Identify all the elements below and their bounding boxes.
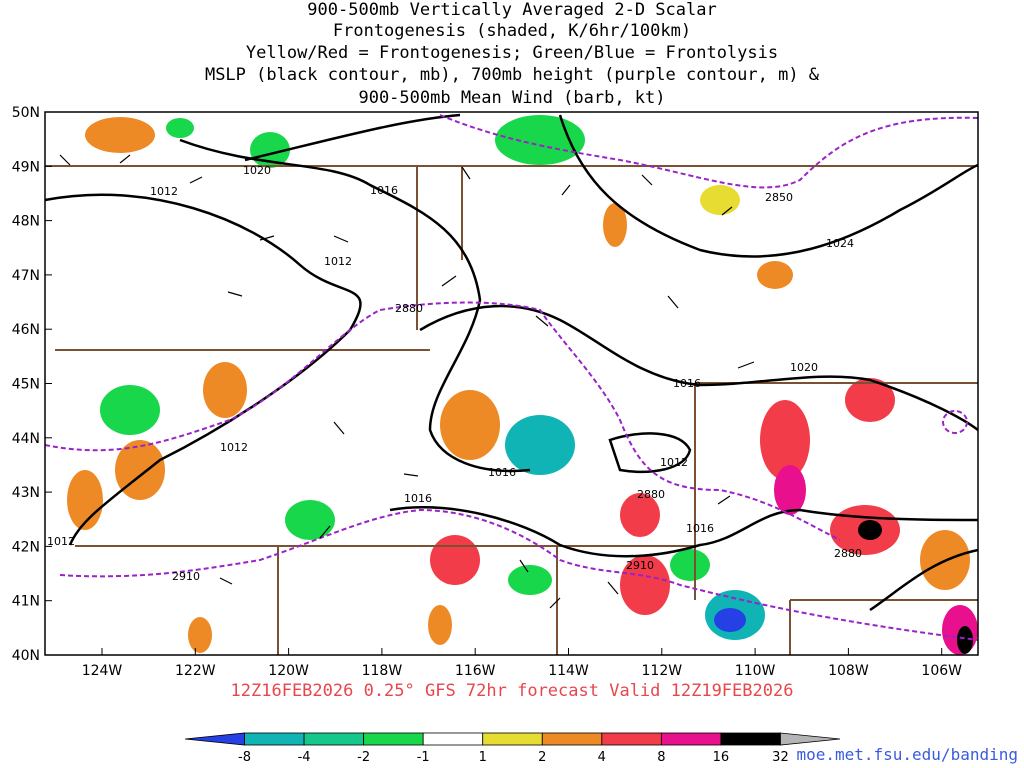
run-info: 12Z16FEB2026 0.25° GFS 72hr forecast Val…: [230, 681, 794, 701]
latitude-label: 46N: [12, 322, 40, 338]
isobar-label: 1012: [324, 255, 352, 268]
longitude-label: 112W: [642, 663, 683, 679]
height-labels: 2850 2880 2880 2880 2910 2910: [172, 191, 862, 583]
isobar-label: 1016: [686, 522, 714, 535]
height-label: 2880: [834, 547, 862, 560]
credit-link[interactable]: moe.met.fsu.edu/banding: [796, 745, 1018, 764]
latitude-label: 47N: [12, 268, 40, 284]
latitude-label: 44N: [12, 431, 40, 447]
isobar-label: 1016: [673, 377, 701, 390]
longitude-label: 124W: [82, 663, 123, 679]
title-line-3: Yellow/Red = Frontogenesis; Green/Blue =…: [245, 43, 779, 63]
isobar-label: 1012: [150, 185, 178, 198]
title-line-1: 900-500mb Vertically Averaged 2-D Scalar: [307, 0, 717, 20]
latitude-label: 41N: [12, 594, 40, 610]
isobar-label: 1016: [404, 492, 432, 505]
isobar-label: 1024: [826, 237, 854, 250]
isobar-label: 1012: [660, 456, 688, 469]
longitude-label: 120W: [268, 663, 309, 679]
isobar-labels: 1020 1016 1012 1012 1012 1016 1016 1020 …: [47, 164, 854, 548]
isobar-label: 1020: [790, 361, 818, 374]
latitude-label: 43N: [12, 485, 40, 501]
latitude-label: 40N: [12, 648, 40, 664]
longitude-label: 106W: [921, 663, 962, 679]
latitude-label: 49N: [12, 159, 40, 175]
latitude-label: 50N: [12, 105, 40, 121]
wind-barbs: [59, 154, 755, 609]
longitude-label: 114W: [548, 663, 589, 679]
longitude-label: 108W: [828, 663, 869, 679]
isobar-label: 1012: [47, 535, 75, 548]
title-line-5: 900-500mb Mean Wind (barb, kt): [358, 88, 666, 108]
longitude-labels: 124W 122W 120W 118W 116W 114W 112W 110W 108W 106W: [82, 648, 962, 679]
isobar-label: 1012: [220, 441, 248, 454]
height-contours: [44, 114, 979, 641]
height-label: 2880: [637, 488, 665, 501]
frontogenesis-shading: [67, 115, 978, 655]
longitude-label: 110W: [735, 663, 776, 679]
isobar-label: 1016: [488, 466, 516, 479]
longitude-label: 116W: [455, 663, 496, 679]
isobar-label: 1016: [370, 184, 398, 197]
mslp-contours: [44, 113, 979, 612]
latitude-labels: 50N 49N 48N 47N 46N 45N 44N 43N 42N 41N 40N: [12, 105, 52, 664]
isobar-label: 1020: [243, 164, 271, 177]
height-label: 2850: [765, 191, 793, 204]
latitude-label: 42N: [12, 539, 40, 555]
title-line-4: MSLP (black contour, mb), 700mb height (…: [204, 65, 820, 85]
latitude-label: 45N: [12, 377, 40, 393]
height-label: 2880: [395, 302, 423, 315]
title-line-2: Frontogenesis (shaded, K/6hr/100km): [332, 21, 692, 41]
latitude-label: 48N: [12, 214, 40, 230]
longitude-label: 122W: [175, 663, 216, 679]
height-label: 2910: [626, 559, 654, 572]
longitude-label: 118W: [362, 663, 403, 679]
height-label: 2910: [172, 570, 200, 583]
